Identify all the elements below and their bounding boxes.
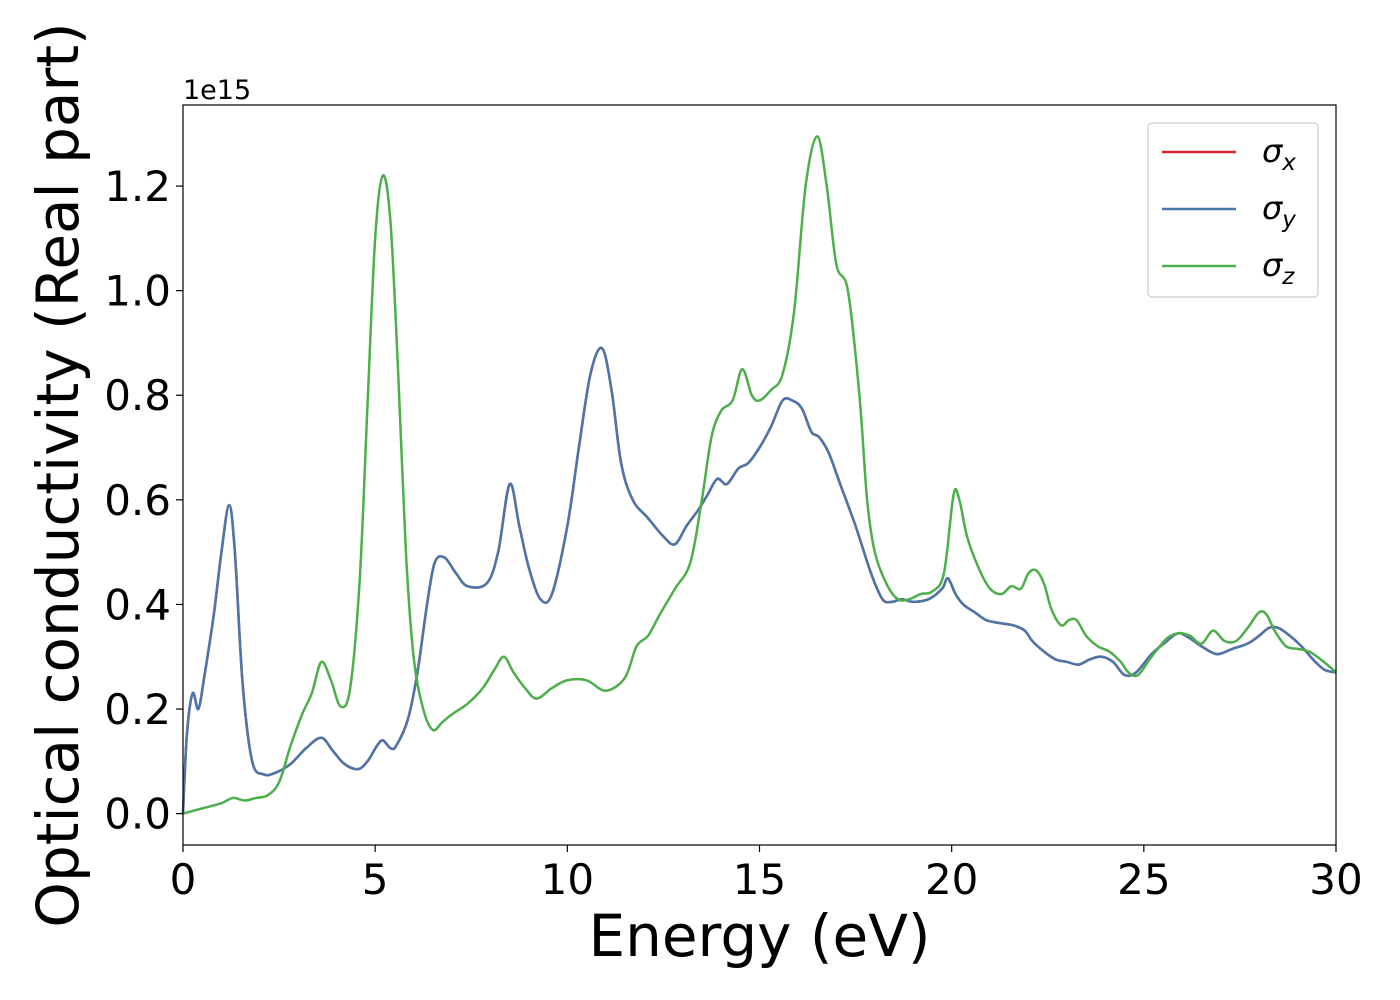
y-axis-label: Optical conductivity (Real part) <box>24 22 92 927</box>
x-tick-label: 0 <box>170 855 197 904</box>
legend-items: σx σy σz <box>1162 132 1296 290</box>
x-tick-label: 25 <box>1117 855 1170 904</box>
x-tick-label: 5 <box>362 855 389 904</box>
offset-text: 1e15 <box>183 75 251 106</box>
legend-label-x: σx <box>1262 132 1296 176</box>
y-tick-label: 1.2 <box>104 162 171 211</box>
x-axis-ticks: 0 5 10 15 20 25 30 <box>170 845 1363 904</box>
x-axis-label: Energy (eV) <box>588 902 930 970</box>
y-tick-label: 0.8 <box>104 371 171 420</box>
legend-label-z: σz <box>1262 246 1295 290</box>
y-tick-label: 0.4 <box>104 580 171 629</box>
y-tick-label: 0.6 <box>104 476 171 525</box>
x-tick-label: 20 <box>925 855 978 904</box>
y-tick-label: 0.2 <box>104 685 171 734</box>
legend-label-y: σy <box>1262 189 1296 233</box>
y-tick-label: 0.0 <box>104 790 171 839</box>
y-axis-ticks: 0.0 0.2 0.4 0.6 0.8 1.0 1.2 <box>104 162 183 839</box>
series-line-z <box>182 135 1337 815</box>
series-layer <box>181 135 1337 815</box>
x-tick-label: 15 <box>733 855 786 904</box>
series-line-y <box>181 346 1337 814</box>
legend: σx σy σz <box>1147 122 1319 298</box>
x-tick-label: 30 <box>1309 855 1362 904</box>
x-tick-label: 10 <box>541 855 594 904</box>
y-tick-label: 1.0 <box>104 267 171 316</box>
